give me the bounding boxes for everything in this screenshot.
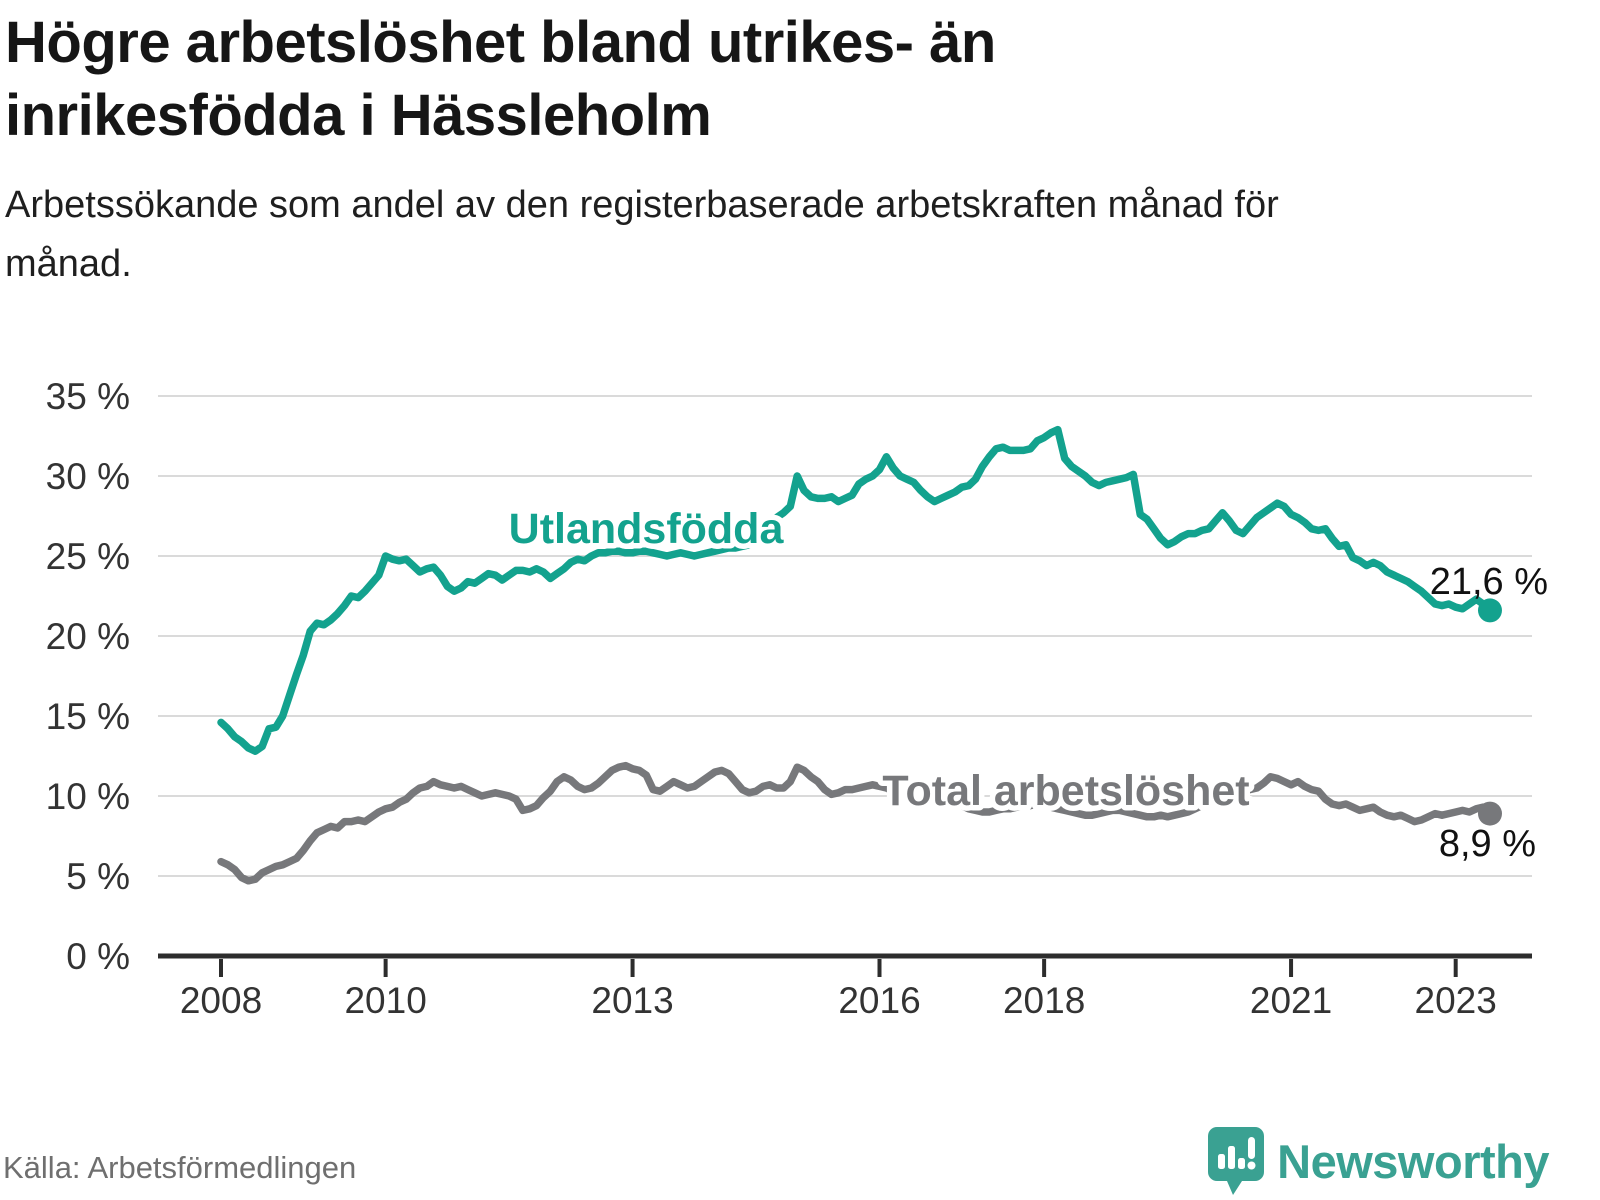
- series-end-value-0: 21,6 %: [1430, 561, 1548, 603]
- exclamation-bar: [1248, 1137, 1256, 1159]
- series-label-1: Total arbetslöshet: [882, 767, 1249, 815]
- pin-shape: [1208, 1127, 1265, 1195]
- y-axis-label: 30 %: [46, 456, 130, 497]
- series-end-dot-1: [1477, 801, 1502, 826]
- newsworthy-wordmark: Newsworthy: [1277, 1134, 1549, 1188]
- bar-1: [1218, 1154, 1226, 1169]
- x-axis-label: 2023: [1415, 980, 1497, 1021]
- series-line-1: [217, 761, 1494, 885]
- newsworthy-pin-icon: [1208, 1127, 1265, 1195]
- series-label-0: Utlandsfödda: [509, 505, 785, 553]
- bar-3: [1238, 1158, 1246, 1169]
- y-axis-label: 25 %: [46, 536, 130, 577]
- x-axis-label: 2016: [838, 980, 920, 1021]
- y-axis-label: 20 %: [46, 616, 130, 657]
- x-axis-label: 2021: [1250, 980, 1332, 1021]
- y-axis-label: 5 %: [66, 856, 130, 897]
- bar-2: [1228, 1146, 1236, 1169]
- series-end-dot-0: [1477, 598, 1502, 623]
- y-axis-label: 35 %: [46, 376, 130, 417]
- page-subtitle: Arbetssökande som andel av den registerb…: [5, 184, 1279, 286]
- x-axis-label: 2008: [180, 980, 262, 1021]
- page-title: Högre arbetslöshet bland utrikes- än inr…: [5, 10, 996, 149]
- y-axis-label: 10 %: [46, 776, 130, 817]
- x-axis-label: 2010: [344, 980, 426, 1021]
- x-axis-label: 2018: [1003, 980, 1085, 1021]
- source-note: Källa: Arbetsförmedlingen: [3, 1150, 357, 1185]
- y-axis-label: 0 %: [66, 936, 130, 977]
- series-end-value-1: 8,9 %: [1439, 823, 1536, 865]
- exclamation-dot: [1247, 1161, 1256, 1170]
- chart-header: Högre arbetslöshet bland utrikes- än inr…: [5, 6, 1565, 294]
- y-axis-label: 15 %: [46, 696, 130, 737]
- x-axis-label: 2013: [591, 980, 673, 1021]
- series-line-0: [217, 425, 1494, 755]
- newsworthy-logo: Newsworthy: [1207, 1126, 1549, 1196]
